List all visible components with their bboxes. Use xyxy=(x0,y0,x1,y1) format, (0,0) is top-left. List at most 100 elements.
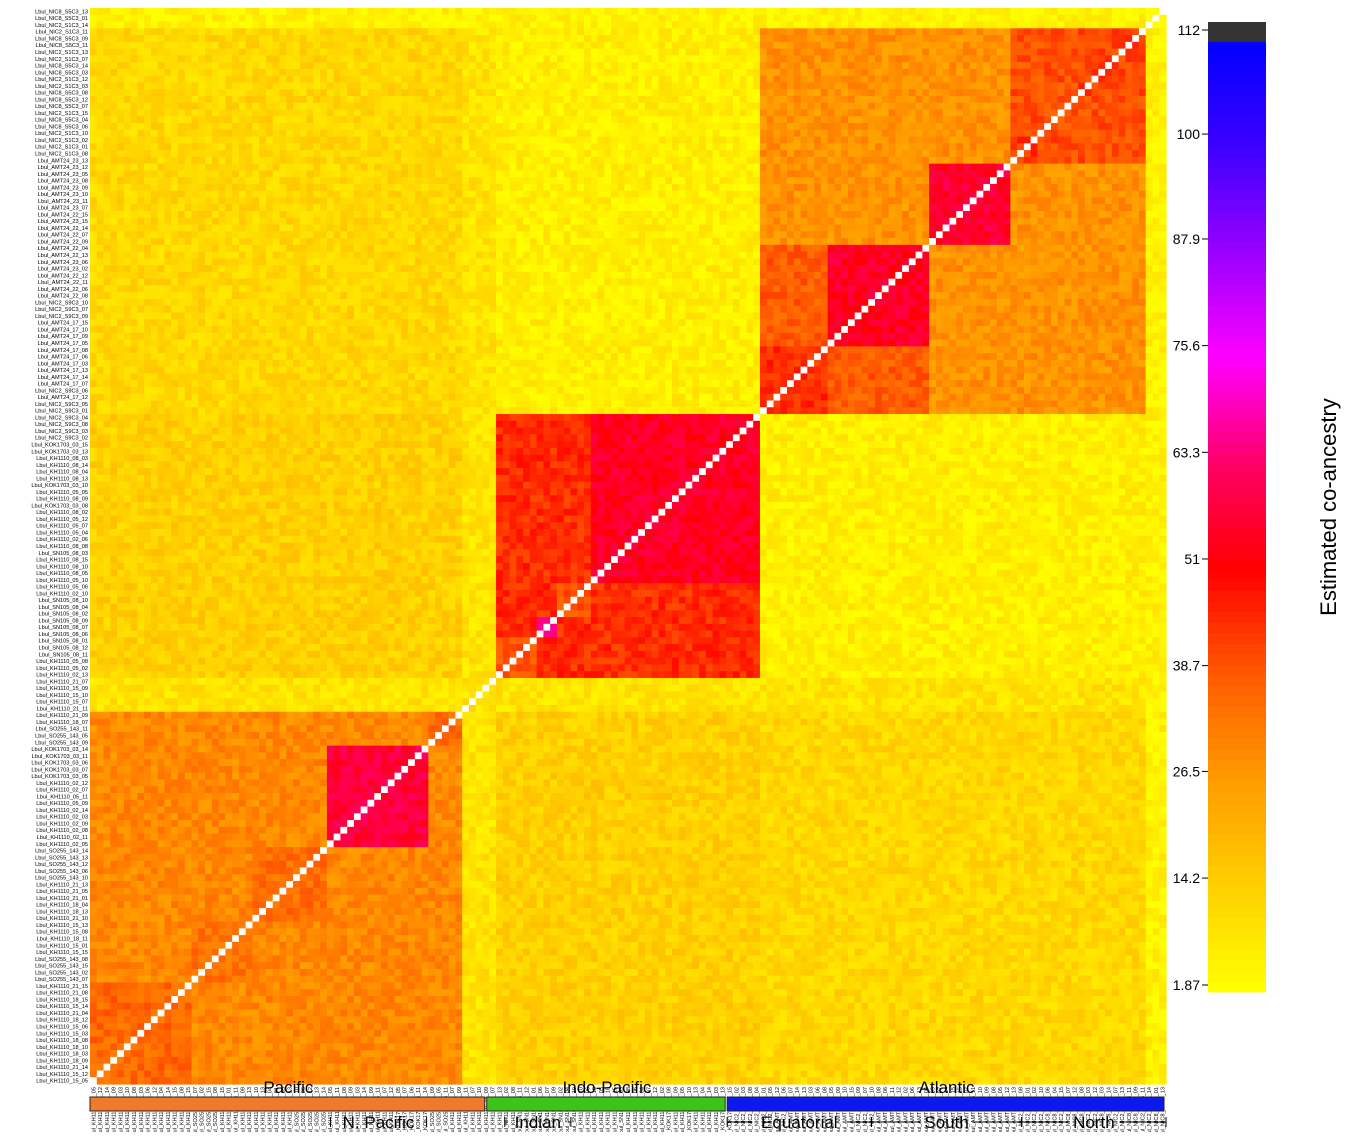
heatmap-cell xyxy=(1058,170,1065,177)
heatmap-cell xyxy=(151,82,158,89)
heatmap-cell xyxy=(1152,116,1159,123)
heatmap-cell xyxy=(266,143,273,150)
heatmap-cell xyxy=(510,15,517,22)
heatmap-cell xyxy=(794,116,801,123)
heatmap-cell xyxy=(821,130,828,137)
heatmap-cell xyxy=(1105,96,1112,103)
heatmap-cell xyxy=(395,197,402,204)
heatmap-cell xyxy=(381,184,388,191)
heatmap-cell xyxy=(144,35,151,42)
heatmap-cell xyxy=(733,184,740,191)
heatmap-cell xyxy=(483,170,490,177)
heatmap-cell xyxy=(625,42,632,49)
heatmap-cell xyxy=(814,55,821,62)
heatmap-cell xyxy=(300,157,307,164)
heatmap-cell xyxy=(949,89,956,96)
heatmap-cell xyxy=(239,184,246,191)
heatmap-cell xyxy=(1105,211,1112,218)
heatmap-cell xyxy=(733,55,740,62)
heatmap-cell xyxy=(212,137,219,144)
heatmap-cell xyxy=(354,55,361,62)
heatmap-cell xyxy=(598,130,605,137)
heatmap-cell xyxy=(496,150,503,157)
heatmap-cell xyxy=(706,157,713,164)
heatmap-cell xyxy=(225,177,232,184)
heatmap-cell xyxy=(570,191,577,198)
heatmap-cell xyxy=(90,150,97,157)
heatmap-cell xyxy=(1017,150,1024,157)
heatmap-cell xyxy=(483,211,490,218)
heatmap-cell xyxy=(1146,76,1153,83)
heatmap-cell xyxy=(422,55,429,62)
heatmap-cell xyxy=(246,164,253,171)
heatmap-cell xyxy=(543,177,550,184)
heatmap-cell xyxy=(1146,15,1153,22)
heatmap-cell xyxy=(706,96,713,103)
heatmap-cell xyxy=(97,96,104,103)
heatmap-cell xyxy=(760,130,767,137)
heatmap-cell xyxy=(801,184,808,191)
heatmap-cell xyxy=(658,170,665,177)
heatmap-cell xyxy=(895,170,902,177)
heatmap-cell xyxy=(171,197,178,204)
heatmap-cell xyxy=(1051,103,1058,110)
heatmap-cell xyxy=(442,76,449,83)
heatmap-cell xyxy=(990,76,997,83)
heatmap-cell xyxy=(516,191,523,198)
heatmap-cell xyxy=(503,218,510,225)
heatmap-cell xyxy=(740,157,747,164)
heatmap-cell xyxy=(489,150,496,157)
heatmap-cell xyxy=(746,116,753,123)
heatmap-cell xyxy=(381,110,388,117)
heatmap-cell xyxy=(307,170,314,177)
heatmap-cell xyxy=(273,28,280,35)
heatmap-cell xyxy=(192,110,199,117)
heatmap-cell xyxy=(246,170,253,177)
heatmap-cell xyxy=(395,137,402,144)
heatmap-cell xyxy=(1112,76,1119,83)
heatmap-cell xyxy=(1058,22,1065,29)
heatmap-cell xyxy=(746,89,753,96)
heatmap-cell xyxy=(1159,103,1166,110)
heatmap-cell xyxy=(205,130,212,137)
heatmap-cell xyxy=(252,150,259,157)
heatmap-cell xyxy=(428,49,435,56)
heatmap-cell xyxy=(760,143,767,150)
heatmap-cell xyxy=(178,143,185,150)
heatmap-cell xyxy=(922,35,929,42)
heatmap-cell xyxy=(828,8,835,15)
heatmap-cell xyxy=(652,62,659,69)
heatmap-cell xyxy=(956,35,963,42)
heatmap-cell xyxy=(185,62,192,69)
heatmap-cell xyxy=(131,55,138,62)
heatmap-cell xyxy=(949,204,956,211)
heatmap-cell xyxy=(787,177,794,184)
heatmap-cell xyxy=(672,110,679,117)
heatmap-cell xyxy=(110,157,117,164)
heatmap-cell xyxy=(564,157,571,164)
heatmap-cell xyxy=(767,42,774,49)
heatmap-cell xyxy=(841,116,848,123)
heatmap-cell xyxy=(259,62,266,69)
heatmap-cell xyxy=(686,42,693,49)
heatmap-cell xyxy=(171,211,178,218)
heatmap-cell xyxy=(1071,164,1078,171)
heatmap-cell xyxy=(746,184,753,191)
heatmap-cell xyxy=(1152,150,1159,157)
heatmap-cell xyxy=(1085,116,1092,123)
heatmap-cell xyxy=(327,197,334,204)
heatmap-cell xyxy=(415,211,422,218)
heatmap-cell xyxy=(151,15,158,22)
heatmap-cell xyxy=(686,191,693,198)
heatmap-cell xyxy=(1031,55,1038,62)
heatmap-cell xyxy=(1146,35,1153,42)
heatmap-cell xyxy=(232,110,239,117)
heatmap-cell xyxy=(977,55,984,62)
heatmap-cell xyxy=(1139,42,1146,49)
heatmap-cell xyxy=(719,197,726,204)
heatmap-cell xyxy=(1064,96,1071,103)
heatmap-cell xyxy=(997,170,1004,177)
heatmap-cell xyxy=(246,62,253,69)
heatmap-cell xyxy=(192,170,199,177)
heatmap-cell xyxy=(1119,76,1126,83)
